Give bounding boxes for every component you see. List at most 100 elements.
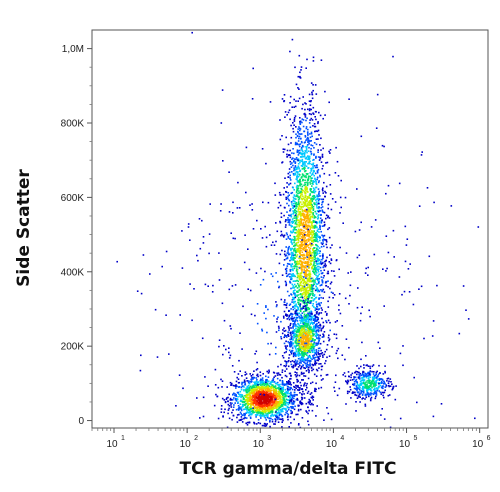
event-point bbox=[312, 197, 315, 199]
event-point bbox=[292, 382, 295, 384]
event-point bbox=[277, 412, 280, 414]
event-point bbox=[317, 321, 320, 324]
event-point bbox=[316, 195, 318, 198]
event-point bbox=[279, 394, 282, 397]
event-point bbox=[242, 397, 245, 399]
event-point bbox=[311, 288, 314, 291]
event-point bbox=[288, 171, 291, 174]
event-point bbox=[295, 229, 298, 231]
event-point bbox=[307, 420, 309, 423]
event-point bbox=[263, 400, 266, 402]
event-point bbox=[318, 134, 320, 136]
event-point bbox=[267, 413, 269, 416]
event-point bbox=[308, 258, 311, 261]
event-point bbox=[288, 318, 291, 321]
event-point bbox=[295, 349, 298, 351]
event-point bbox=[303, 328, 305, 331]
event-point bbox=[286, 252, 289, 254]
event-point bbox=[292, 296, 294, 299]
event-point bbox=[312, 250, 315, 252]
event-point bbox=[301, 343, 304, 346]
event-point bbox=[312, 56, 315, 59]
event-point bbox=[290, 268, 293, 271]
event-point bbox=[295, 325, 297, 328]
event-point bbox=[388, 380, 390, 383]
event-point bbox=[364, 393, 367, 396]
event-point bbox=[305, 306, 308, 309]
event-point bbox=[317, 330, 320, 332]
event-point bbox=[314, 352, 316, 355]
event-point bbox=[303, 291, 306, 294]
event-point bbox=[285, 232, 288, 234]
event-point bbox=[298, 332, 301, 335]
event-point bbox=[305, 188, 308, 191]
event-point bbox=[321, 201, 324, 204]
event-point bbox=[310, 167, 312, 170]
event-point bbox=[301, 328, 303, 331]
event-point bbox=[298, 353, 300, 356]
event-point bbox=[315, 308, 318, 310]
event-point bbox=[293, 120, 296, 122]
event-point bbox=[301, 145, 304, 148]
event-point bbox=[306, 117, 308, 120]
event-point bbox=[325, 321, 328, 324]
event-point bbox=[279, 391, 282, 394]
event-point bbox=[316, 237, 318, 240]
event-point bbox=[293, 329, 296, 331]
event-point bbox=[292, 403, 294, 405]
event-point bbox=[296, 291, 298, 293]
event-point bbox=[378, 377, 381, 380]
event-point bbox=[249, 393, 251, 395]
event-point bbox=[304, 332, 306, 335]
event-point bbox=[287, 273, 290, 276]
event-point bbox=[323, 234, 326, 237]
event-point bbox=[300, 66, 303, 68]
event-point bbox=[317, 313, 320, 316]
event-point bbox=[299, 228, 302, 231]
event-point bbox=[288, 199, 291, 202]
event-point bbox=[300, 231, 302, 234]
event-point bbox=[244, 400, 246, 403]
event-point bbox=[296, 399, 299, 401]
event-point bbox=[241, 375, 243, 377]
event-point bbox=[321, 281, 324, 284]
event-point bbox=[257, 411, 259, 414]
event-point bbox=[266, 386, 268, 388]
event-point bbox=[305, 248, 307, 251]
event-point bbox=[296, 272, 299, 275]
event-point bbox=[305, 321, 307, 323]
event-point bbox=[308, 246, 310, 249]
event-point bbox=[307, 133, 309, 135]
event-point bbox=[296, 379, 299, 381]
event-point bbox=[306, 204, 308, 207]
event-point bbox=[316, 233, 318, 235]
event-point bbox=[372, 393, 375, 396]
event-point bbox=[364, 398, 366, 400]
event-point bbox=[299, 300, 302, 302]
event-point bbox=[280, 418, 283, 421]
event-point bbox=[312, 327, 314, 330]
event-point bbox=[307, 329, 310, 331]
event-point bbox=[300, 156, 302, 158]
event-point bbox=[256, 408, 259, 410]
event-point bbox=[318, 180, 320, 182]
event-point bbox=[232, 398, 234, 401]
event-point bbox=[299, 129, 301, 132]
event-point bbox=[284, 393, 286, 395]
event-point bbox=[305, 320, 307, 322]
event-point bbox=[300, 329, 303, 332]
event-point bbox=[287, 326, 290, 328]
event-point bbox=[323, 353, 326, 356]
event-point bbox=[274, 400, 276, 403]
event-point bbox=[259, 412, 262, 415]
event-point bbox=[294, 289, 296, 291]
event-point bbox=[269, 394, 272, 396]
event-point bbox=[305, 214, 308, 217]
event-point bbox=[312, 303, 314, 305]
event-point bbox=[282, 394, 284, 397]
event-point bbox=[316, 311, 318, 313]
event-point bbox=[304, 316, 306, 319]
event-point bbox=[304, 362, 307, 365]
event-point bbox=[277, 372, 280, 374]
event-point bbox=[291, 218, 294, 220]
